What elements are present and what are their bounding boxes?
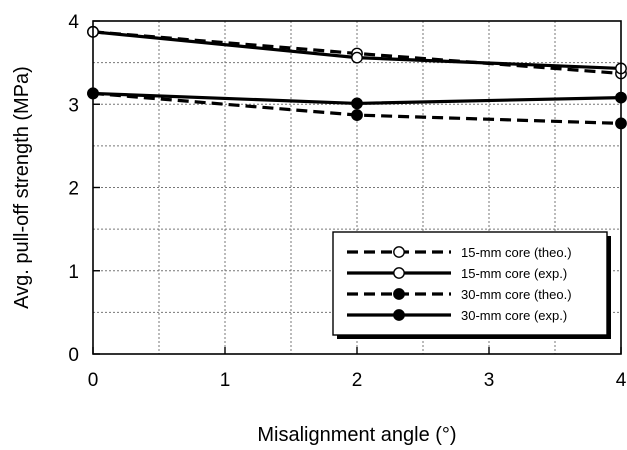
x-tick-label: 3: [484, 370, 495, 391]
legend-marker-2: [393, 267, 405, 279]
y-tick-label: 1: [68, 262, 79, 283]
x-tick-label: 2: [352, 370, 363, 391]
y-tick-label: 3: [68, 95, 79, 116]
y-tick-label: 0: [68, 345, 79, 366]
legend-label-1: 15-mm core (theo.): [461, 245, 572, 260]
y-tick-label: 4: [68, 12, 79, 33]
legend-box: [332, 231, 608, 336]
legend-marker-1: [393, 246, 405, 258]
x-tick-label: 0: [88, 370, 99, 391]
series-layer: [87, 25, 627, 130]
legend: 15-mm core (theo.) 15-mm core (exp.) 30-mm…: [332, 231, 611, 339]
series-2-point: [351, 51, 363, 64]
y-tick-label: 2: [68, 179, 79, 200]
legend-label-4: 30-mm core (exp.): [461, 308, 567, 323]
series-3-point: [351, 109, 363, 121]
y-axis-title: Avg. pull-off strength (MPa): [11, 66, 33, 309]
x-tick-label: 4: [616, 370, 627, 391]
legend-marker-3: [393, 288, 405, 300]
legend-marker-4: [393, 309, 405, 321]
legend-label-2: 15-mm core (exp.): [461, 266, 567, 281]
x-tick-label: 1: [220, 370, 231, 391]
x-axis-title: Misalignment angle (°): [257, 424, 456, 446]
legend-label-3: 30-mm core (theo.): [461, 287, 572, 302]
axis-ticks: 0 1 2 3 4 0 1 2 3 4: [68, 12, 626, 391]
series-4-point: [351, 97, 363, 110]
